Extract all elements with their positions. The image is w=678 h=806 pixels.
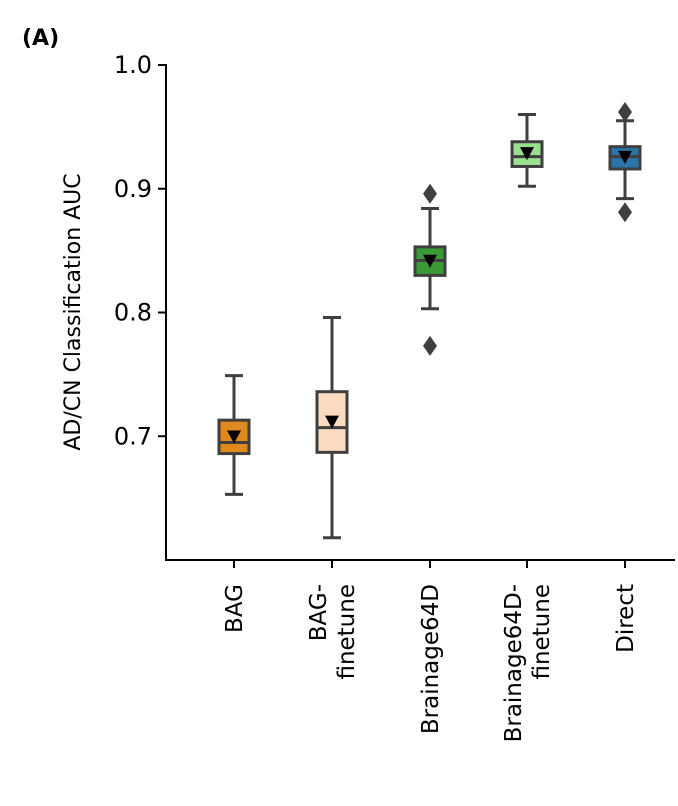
mean-marker bbox=[325, 415, 339, 429]
x-tick-label: BAG bbox=[222, 584, 248, 633]
box-1 bbox=[315, 315, 349, 540]
boxes bbox=[217, 102, 642, 540]
y-tick-label: 1.0 bbox=[114, 51, 152, 79]
y-axis: 0.7 0.8 0.9 1.0 bbox=[114, 51, 167, 560]
outlier-point bbox=[618, 102, 632, 123]
outlier-point bbox=[618, 202, 632, 223]
panel-label: (A) bbox=[22, 26, 59, 51]
box-3 bbox=[510, 113, 544, 188]
mean-marker bbox=[423, 254, 437, 268]
y-tick-label: 0.7 bbox=[114, 422, 152, 450]
box-4 bbox=[608, 102, 642, 223]
mean-marker bbox=[520, 147, 534, 161]
box-2 bbox=[413, 183, 447, 356]
outlier-point bbox=[423, 183, 437, 204]
mean-marker bbox=[227, 430, 241, 444]
x-tick-label: BAG- bbox=[306, 584, 332, 641]
x-tick-label: Brainage64D- bbox=[501, 584, 527, 742]
x-tick-label: finetune bbox=[529, 584, 555, 680]
x-axis: BAG BAG-finetune Brainage64D Brainage64D-fi… bbox=[165, 559, 675, 742]
y-axis-label: AD/CN Classification AUC bbox=[61, 173, 86, 450]
y-tick-label: 0.9 bbox=[114, 175, 152, 203]
x-tick-label: finetune bbox=[334, 584, 360, 680]
outlier-point bbox=[423, 335, 437, 356]
x-tick-label: Brainage64D bbox=[418, 584, 444, 734]
y-tick-label: 0.8 bbox=[114, 299, 152, 327]
box-0 bbox=[217, 374, 251, 496]
x-tick-label: Direct bbox=[613, 584, 639, 653]
mean-marker bbox=[618, 150, 632, 164]
